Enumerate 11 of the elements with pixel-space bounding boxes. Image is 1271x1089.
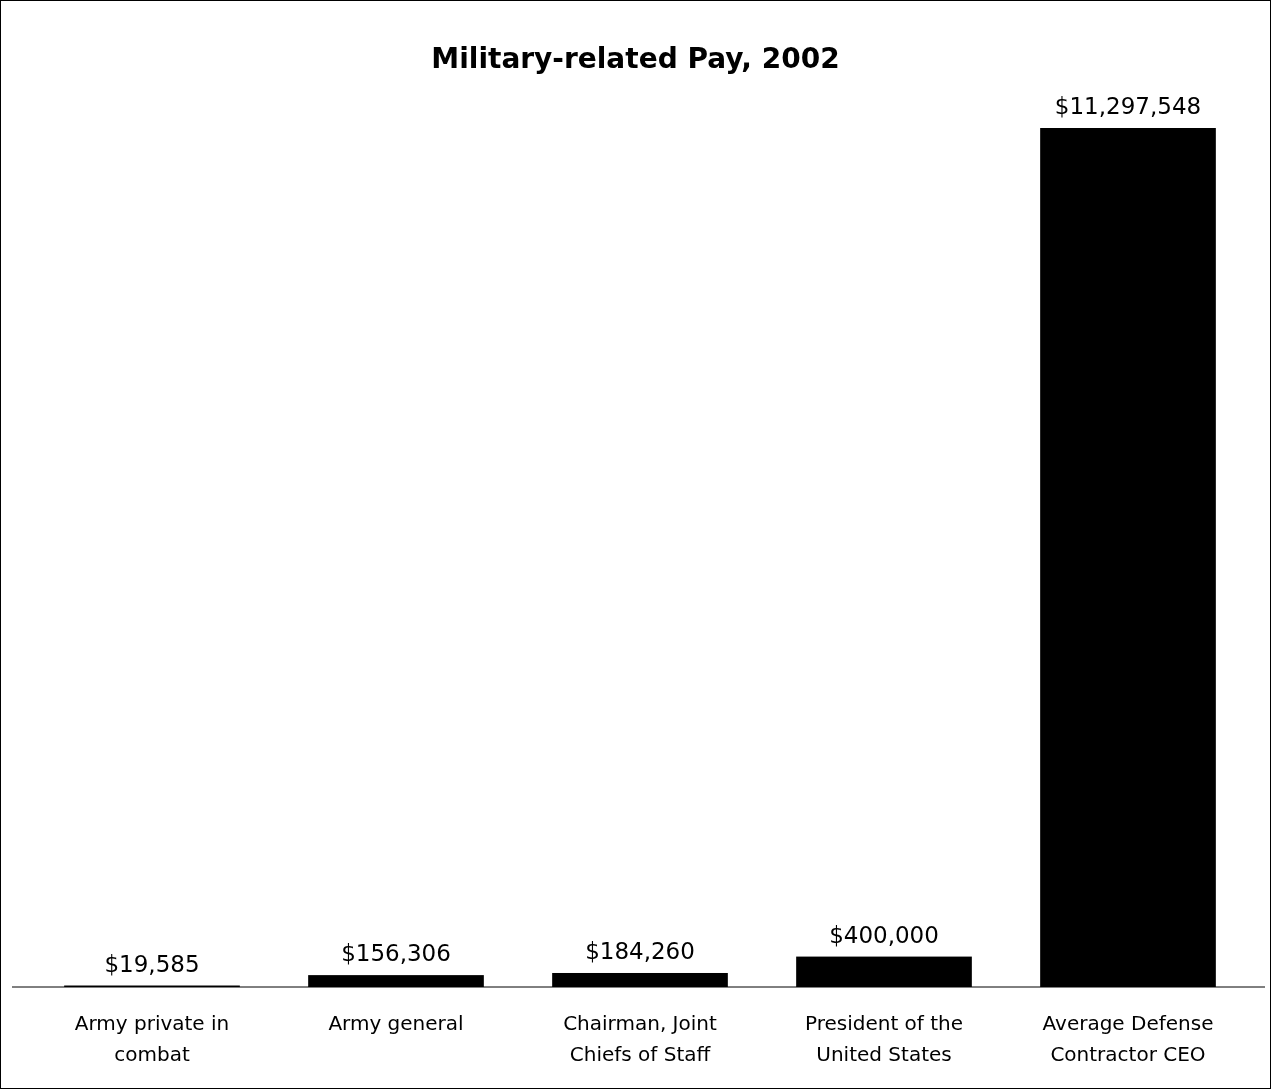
data-label: $11,297,548 (1054, 93, 1202, 119)
chart-title: Military-related Pay, 2002 (431, 42, 840, 75)
data-label: $156,306 (341, 940, 451, 967)
x-tick-label: President of the United States (804, 1011, 964, 1066)
x-tick-label: Average Defense Contractor CEO (1042, 1011, 1214, 1066)
data-label: $184,260 (585, 937, 695, 964)
x-tick-label: Army private in combat (74, 1011, 230, 1066)
data-label: $400,000 (829, 921, 939, 948)
data-label: $19,585 (104, 950, 200, 977)
x-tick-label: Chairman, Joint Chiefs of Staff (563, 1011, 717, 1066)
x-tick-label: Army general (328, 1011, 464, 1035)
